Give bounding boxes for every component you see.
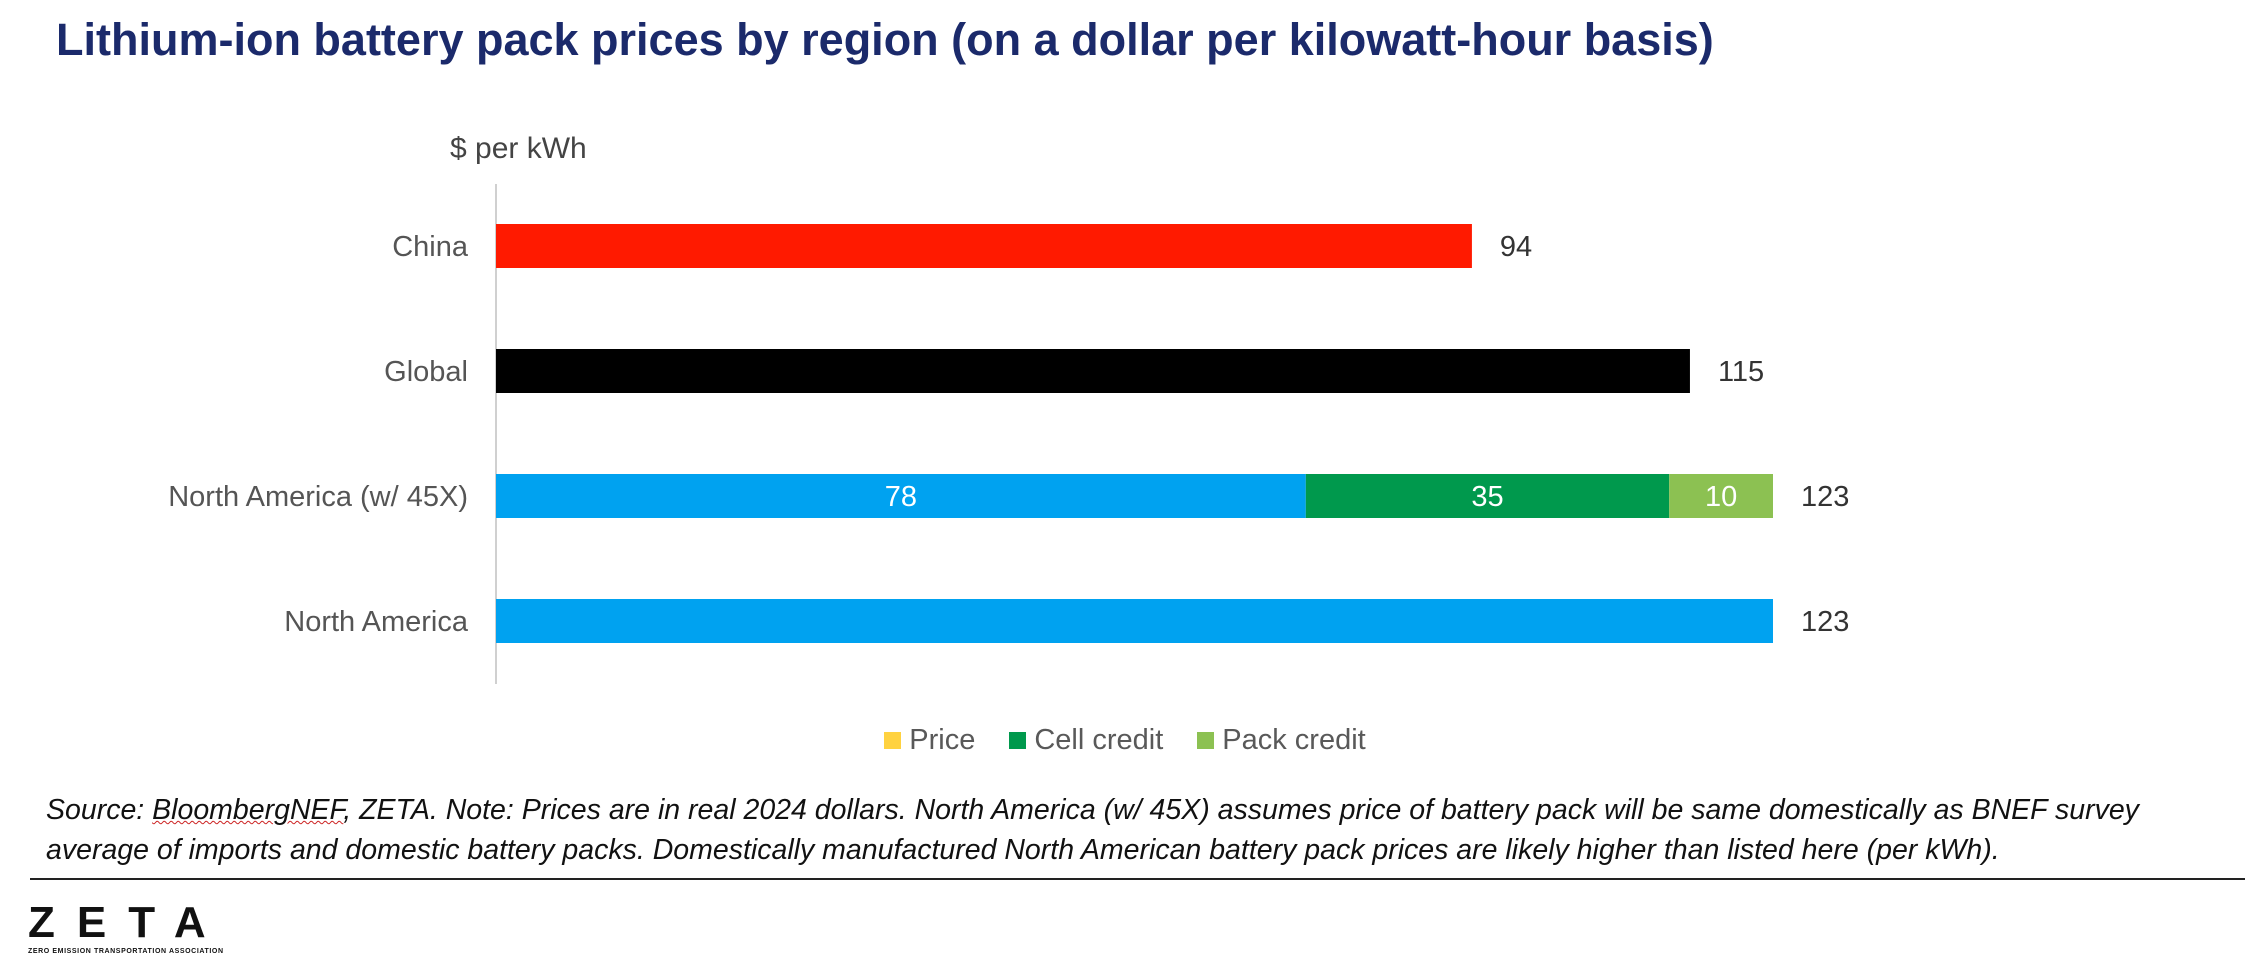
category-label: North America [284, 606, 469, 638]
total-label: 123 [1801, 606, 1849, 638]
segment-label: 35 [1471, 481, 1503, 513]
source-rest: , ZETA. Note: Prices are in real 2024 do… [46, 794, 2139, 866]
unit-label: $ per kWh [450, 132, 587, 165]
bar-segment [496, 224, 1472, 268]
legend-label: Pack credit [1222, 724, 1366, 756]
legend-swatch [1009, 732, 1027, 749]
legend-item: Pack credit [1197, 724, 1366, 757]
footer-divider [30, 878, 2245, 880]
legend-swatch [1197, 732, 1215, 749]
logo-tagline: ZERO EMISSION TRANSPORTATION ASSOCIATION [28, 948, 224, 955]
segment-label: 10 [1705, 481, 1737, 513]
legend-item: Price [884, 724, 975, 757]
source-prefix: Source: [46, 794, 153, 826]
bar-segment [496, 474, 1306, 518]
legend-label: Price [909, 724, 976, 756]
segment-label: 78 [885, 481, 917, 513]
category-label: Global [384, 356, 468, 388]
logo-mark: ZETA [28, 898, 228, 947]
bar-chart: $ per kWh China 94 Global 115 North America (… [168, 132, 1849, 684]
category-label: China [392, 231, 469, 263]
bar-segment [496, 599, 1773, 643]
total-label: 123 [1801, 481, 1849, 513]
bar-segment [496, 349, 1690, 393]
legend-swatch [884, 732, 902, 749]
source-link[interactable]: BloombergNEF [152, 794, 344, 826]
bar-segment [1669, 474, 1773, 518]
total-label: 94 [1500, 231, 1532, 263]
category-label: North America (w/ 45X) [168, 481, 468, 513]
total-label: 115 [1718, 356, 1764, 388]
chart-title: Lithium-ion battery pack prices by regio… [56, 14, 1714, 65]
legend-item: Cell credit [1009, 724, 1163, 757]
chart-legend: Price Cell credit Pack credit [0, 724, 2250, 757]
bar-segment [1305, 474, 1670, 518]
legend-label: Cell credit [1034, 724, 1164, 756]
source-note: Source: BloombergNEF, ZETA. Note: Prices… [46, 790, 2226, 870]
zeta-logo: ZETA ZERO EMISSION TRANSPORTATION ASSOCI… [28, 898, 258, 956]
